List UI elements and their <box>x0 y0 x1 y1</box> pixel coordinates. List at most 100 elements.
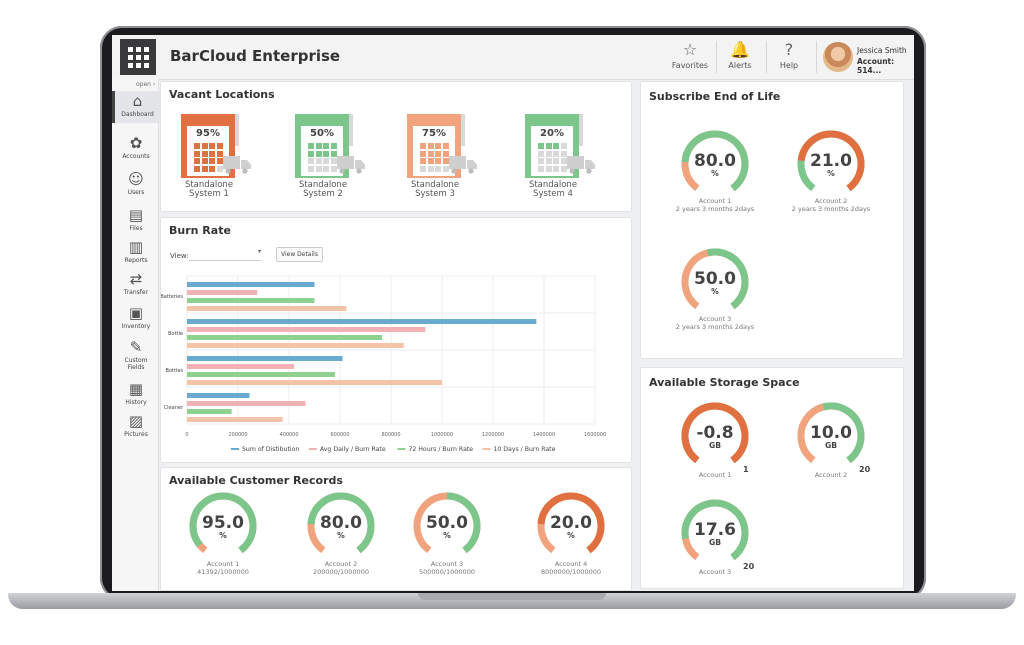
sidebar-item-transfer[interactable]: ⇄ Transfer <box>115 269 157 301</box>
truck-icon <box>337 156 365 174</box>
vacant-location-card[interactable]: 75% Standalone System 3 <box>407 114 497 206</box>
location-cell <box>216 158 223 164</box>
gauge-label: Account 1 <box>206 560 240 568</box>
location-cell <box>420 143 426 149</box>
sidebar-open-toggle[interactable]: open › <box>136 81 156 88</box>
bar[interactable] <box>187 298 315 303</box>
question-mark-icon: ? <box>784 40 794 59</box>
bar-chart-icon: ▥ <box>128 238 144 256</box>
vacant-location-card[interactable]: 50% Standalone System 2 <box>295 114 385 206</box>
history-icon: ▦ <box>128 380 144 398</box>
home-icon: ⌂ <box>132 92 143 110</box>
sidebar-item-label: Accounts <box>122 153 150 160</box>
sidebar-item-label: Custom Fields <box>124 357 148 371</box>
x-tick-label: 800000 <box>381 432 400 438</box>
location-cell <box>330 143 337 149</box>
view-select[interactable]: ▾ <box>189 248 261 261</box>
gauge: 20.0% <box>537 492 605 560</box>
account-label[interactable]: Account: 514... <box>857 57 895 75</box>
bar[interactable] <box>187 417 283 422</box>
bar[interactable] <box>187 282 315 287</box>
bar[interactable] <box>187 290 258 295</box>
sidebar-item-label: Files <box>129 225 143 232</box>
top-bar: BarCloud Enterprise ☆ Favorites 🔔 Alerts… <box>112 35 914 80</box>
sidebar-item-custom-fields[interactable]: ✎ Custom Fields <box>115 337 157 377</box>
favorites-label: Favorites <box>671 61 709 70</box>
gauge-value: 21.0 <box>810 151 852 171</box>
bar[interactable] <box>187 372 335 377</box>
gauge-caption: Account 1 <box>655 471 775 479</box>
x-tick-label: 1400000 <box>533 432 555 438</box>
sidebar-item-accounts[interactable]: ✿ Accounts <box>115 133 157 165</box>
x-tick-label: 1600000 <box>584 432 606 438</box>
location-cell <box>545 158 552 164</box>
gauge-label: Account 4 <box>554 560 588 568</box>
header-divider <box>766 41 767 73</box>
x-tick-label: 200000 <box>228 432 247 438</box>
truck-icon <box>449 156 477 174</box>
gauge-unit: GB <box>709 538 721 547</box>
vacant-location-card[interactable]: 20% Standalone System 4 <box>525 114 615 206</box>
bar[interactable] <box>187 335 383 340</box>
location-cell <box>209 158 215 164</box>
y-category-label: Bottle <box>168 331 183 337</box>
legend-label: Avg Daily / Burn Rate <box>320 446 386 453</box>
sidebar-item-history[interactable]: ▦ History <box>115 379 157 411</box>
location-cell <box>308 165 314 172</box>
bar[interactable] <box>187 319 537 324</box>
bar[interactable] <box>187 409 232 414</box>
bar[interactable] <box>187 380 442 385</box>
gauge-label: Account 3 <box>698 315 732 323</box>
sidebar-item-files[interactable]: ▤ Files <box>115 205 157 237</box>
user-name[interactable]: Jessica Smith <box>857 46 907 55</box>
help-button[interactable]: ? Help <box>767 39 811 75</box>
location-cell <box>553 165 559 172</box>
favorites-button[interactable]: ☆ Favorites <box>668 39 712 75</box>
legend-label: Sum of Distibution <box>242 446 299 453</box>
bar[interactable] <box>187 393 250 398</box>
laptop-notch <box>418 593 606 600</box>
avatar[interactable] <box>823 42 853 72</box>
gauge: 80.0% <box>307 492 375 560</box>
bar[interactable] <box>187 327 426 332</box>
location-cell <box>216 165 223 172</box>
burn-rate-chart: 0 200000 400000 600000 800000 1000000 1200000 1… <box>161 275 606 453</box>
location-cell <box>323 150 329 157</box>
gauge-max: 1 <box>743 465 749 474</box>
sidebar-item-users[interactable]: ☺ Users <box>115 169 157 201</box>
sidebar-item-pictures[interactable]: ▨ Pictures <box>115 411 157 443</box>
location-cell <box>435 143 441 149</box>
bar[interactable] <box>187 364 295 369</box>
apps-menu-button[interactable] <box>120 39 156 75</box>
gauge-unit: % <box>827 169 835 178</box>
vacant-location-card[interactable]: 95% Standalone System 1 <box>181 114 271 206</box>
alerts-button[interactable]: 🔔 Alerts <box>718 39 762 75</box>
sidebar-item-dashboard[interactable]: ⌂ Dashboard <box>112 91 160 123</box>
bar[interactable] <box>187 356 343 361</box>
location-cell <box>209 150 215 157</box>
location-cell <box>545 165 552 172</box>
sidebar-item-reports[interactable]: ▥ Reports <box>115 237 157 269</box>
sidebar-item-label: Pictures <box>124 431 148 438</box>
location-percent: 95% <box>196 128 220 139</box>
gauge-caption: Account 2 <box>771 471 891 479</box>
bar[interactable] <box>187 306 347 311</box>
users-icon: ☺ <box>128 170 144 188</box>
bar[interactable] <box>187 401 306 406</box>
view-details-button[interactable]: View Details <box>276 247 323 262</box>
x-tick-label: 1200000 <box>482 432 504 438</box>
customer-records-panel: Available Customer Records 95.0% Account … <box>160 467 632 591</box>
location-cell <box>560 143 567 149</box>
location-label: Standalone System 2 <box>298 180 348 199</box>
gauge-value: 10.0 <box>810 423 852 443</box>
sidebar-item-label: Transfer <box>123 289 149 296</box>
x-tick-label: 400000 <box>279 432 298 438</box>
gauge-max: 20 <box>859 465 871 474</box>
gauge-value: -0.8 <box>696 423 733 443</box>
gauge-caption: Account 3 <box>655 568 775 576</box>
storage-panel: Available Storage Space -0.8 GB 1 Account 1… <box>640 367 904 589</box>
bar[interactable] <box>187 343 404 348</box>
location-percent: 20% <box>540 128 564 139</box>
sidebar-item-inventory[interactable]: ▣ Inventory <box>115 303 157 335</box>
